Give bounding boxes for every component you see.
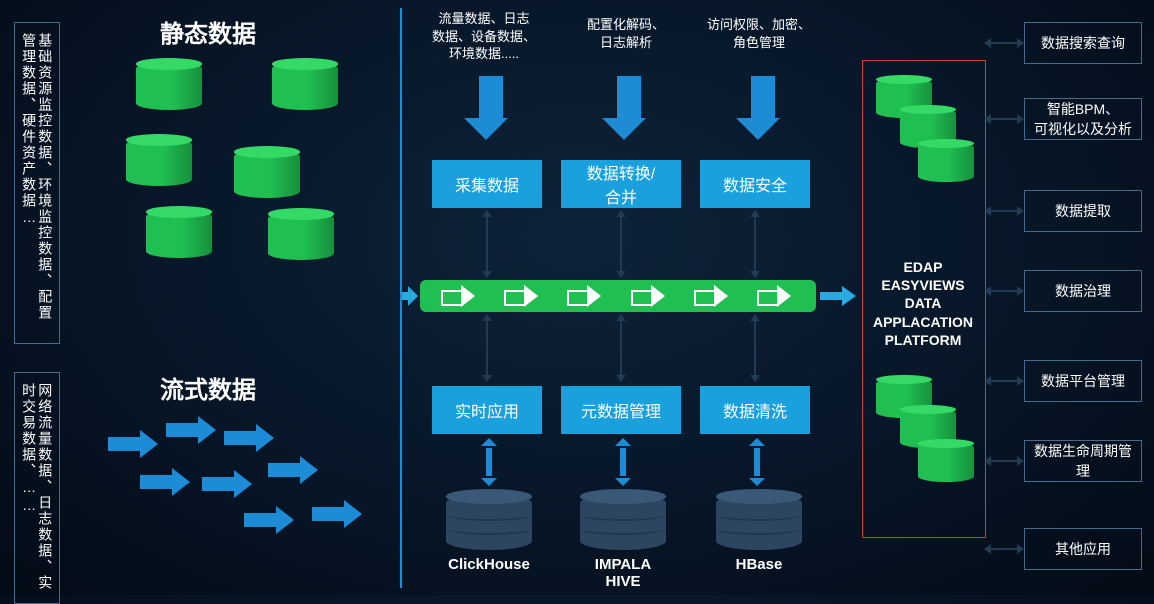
v-arrow (620, 216, 622, 272)
right-box-r3: 数据提取 (1024, 190, 1142, 232)
stream-arrow-7 (312, 500, 362, 528)
proc-a: 采集数据 (432, 160, 542, 208)
right-box-r5: 数据平台管理 (1024, 360, 1142, 402)
v-arrow (486, 216, 488, 272)
right-box-r7: 其他应用 (1024, 528, 1142, 570)
edap-cyl-2 (918, 142, 974, 182)
proc-a: 实时应用 (432, 386, 542, 434)
pipe-out-arrow (820, 286, 856, 306)
v-arrow (486, 320, 488, 376)
v-arrow (620, 320, 622, 376)
title-stream: 流式数据 (160, 370, 256, 405)
edap-title: EDAPEASYVIEWSDATA APPLACATIONPLATFORM (862, 258, 984, 349)
stream-arrow-5 (268, 456, 318, 484)
right-conn-5 (990, 460, 1018, 462)
top-label-c: 访问权限、加密、 角色管理 (694, 16, 824, 51)
top-label-a: 流量数据、日志 数据、设备数据、 环境数据..... (420, 10, 548, 63)
right-box-r6: 数据生命周期管理 (1024, 440, 1142, 482)
stream-arrow-4 (202, 470, 252, 498)
down-arrow-2 (746, 76, 780, 140)
pipe-step-0 (441, 287, 479, 305)
db-b (580, 494, 666, 550)
right-conn-0 (990, 42, 1018, 44)
db-c (716, 494, 802, 550)
thick-arrow-0 (484, 442, 494, 482)
static-cyl-5 (268, 212, 334, 260)
pipe-step-4 (694, 287, 732, 305)
top-label-b: 配置化解码、 日志解析 (566, 16, 686, 51)
right-conn-3 (990, 290, 1018, 292)
proc-b: 数据转换/合并 (561, 160, 681, 208)
title-static: 静态数据 (160, 14, 256, 49)
thick-arrow-1 (618, 442, 628, 482)
down-arrow-0 (474, 76, 508, 140)
right-conn-2 (990, 210, 1018, 212)
pipe-step-1 (504, 287, 542, 305)
right-box-r2: 智能BPM、 可视化以及分析 (1024, 98, 1142, 140)
left-desc-stream: 网络流量数据、日志数据、实时交易数据、…… (14, 372, 60, 604)
left-desc-static: 基础资源监控数据、环境监控数据、配置管理数据、硬件资产数据… (14, 22, 60, 344)
stream-arrow-3 (140, 468, 190, 496)
v-arrow (754, 216, 756, 272)
right-box-r4: 数据治理 (1024, 270, 1142, 312)
pipe-step-2 (567, 287, 605, 305)
static-cyl-3 (234, 150, 300, 198)
v-arrow (754, 320, 756, 376)
pipe-in-arrow (402, 286, 418, 306)
db-label-a: ClickHouse (434, 556, 544, 573)
proc-c: 数据安全 (700, 160, 810, 208)
db-a (446, 494, 532, 550)
down-arrow-1 (612, 76, 646, 140)
right-conn-6 (990, 548, 1018, 550)
pipe-step-3 (631, 287, 669, 305)
proc-b: 元数据管理 (561, 386, 681, 434)
db-label-c: HBase (704, 556, 814, 573)
static-cyl-0 (136, 62, 202, 110)
static-cyl-2 (126, 138, 192, 186)
stream-arrow-0 (108, 430, 158, 458)
right-box-r1: 数据搜索查询 (1024, 22, 1142, 64)
pipeline (420, 280, 816, 312)
stream-arrow-2 (224, 424, 274, 452)
right-conn-1 (990, 118, 1018, 120)
thick-arrow-2 (752, 442, 762, 482)
static-cyl-1 (272, 62, 338, 110)
static-cyl-4 (146, 210, 212, 258)
proc-c: 数据清洗 (700, 386, 810, 434)
stream-arrow-6 (244, 506, 294, 534)
pipe-step-5 (757, 287, 795, 305)
edap-cyl-5 (918, 442, 974, 482)
db-label-b: IMPALA HIVE (568, 556, 678, 590)
right-conn-4 (990, 380, 1018, 382)
stream-arrow-1 (166, 416, 216, 444)
